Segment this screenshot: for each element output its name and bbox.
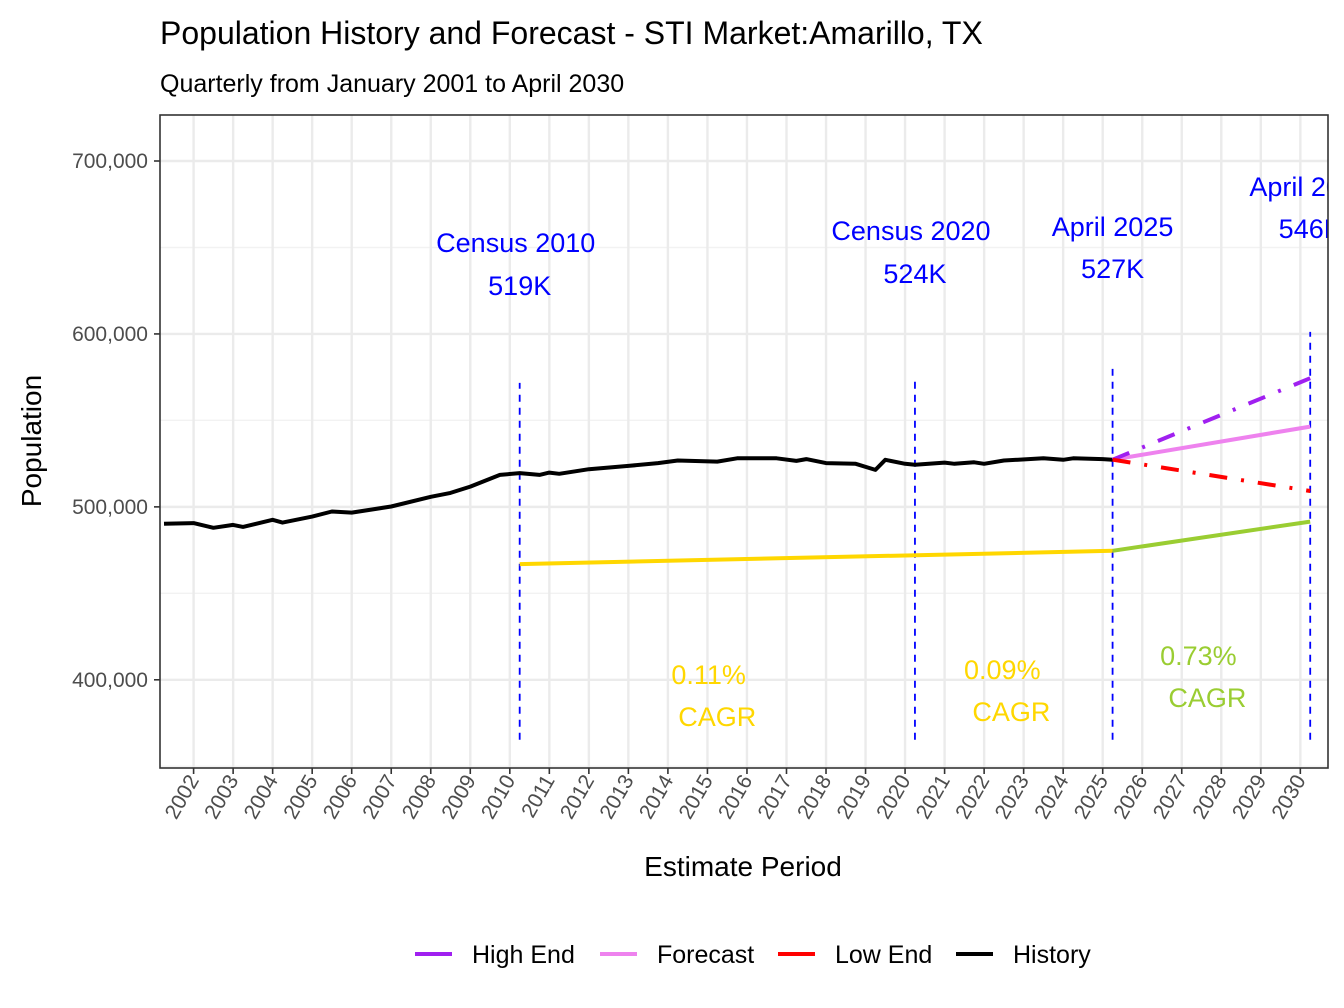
x-tick-label: 2012 bbox=[556, 771, 599, 823]
annotation-label: 0.09% bbox=[964, 655, 1041, 685]
x-tick-label: 2018 bbox=[793, 771, 836, 823]
annotation-label: 0.11% bbox=[671, 660, 746, 690]
annotation-label: CAGR bbox=[678, 702, 756, 732]
annotation-label: 524K bbox=[883, 259, 946, 289]
x-tick-label: 2022 bbox=[951, 771, 994, 823]
annotation-label: 519K bbox=[488, 271, 551, 301]
y-axis-title: Population bbox=[16, 375, 47, 507]
x-tick-label: 2017 bbox=[754, 771, 797, 823]
x-tick-label: 2028 bbox=[1188, 771, 1231, 823]
series-line-history bbox=[163, 456, 1113, 530]
x-tick-label: 2014 bbox=[635, 771, 678, 823]
y-tick-label: 400,000 bbox=[72, 669, 148, 692]
x-tick-label: 2003 bbox=[200, 771, 243, 823]
annotation-label: 527K bbox=[1081, 254, 1144, 284]
x-tick-label: 2026 bbox=[1109, 771, 1152, 823]
annotation-label: April 2030 bbox=[1249, 172, 1344, 202]
x-tick-label: 2011 bbox=[517, 771, 560, 822]
plot-border bbox=[159, 114, 1329, 769]
annotation-label: 546K bbox=[1279, 214, 1342, 244]
x-tick-label: 2013 bbox=[595, 771, 638, 823]
x-tick-label: 2004 bbox=[240, 771, 283, 823]
legend-label: Forecast bbox=[657, 941, 754, 969]
x-tick-label: 2027 bbox=[1149, 771, 1192, 823]
series-line-cagr-trend bbox=[1112, 519, 1311, 553]
x-tick-label: 2019 bbox=[833, 771, 876, 823]
series-line-high-end bbox=[1111, 376, 1311, 462]
annotation-label: CAGR bbox=[972, 697, 1050, 727]
x-tick-label: 2010 bbox=[477, 771, 520, 823]
annotation-label: Census 2020 bbox=[831, 216, 990, 246]
x-tick-label: 2016 bbox=[714, 771, 757, 823]
annotation-label: Census 2010 bbox=[436, 228, 595, 258]
x-tick-label: 2005 bbox=[279, 771, 322, 823]
x-tick-label: 2025 bbox=[1070, 771, 1113, 823]
y-tick-label: 500,000 bbox=[72, 496, 148, 519]
x-tick-label: 2030 bbox=[1267, 771, 1310, 823]
y-tick-label: 600,000 bbox=[72, 323, 148, 346]
x-tick-label: 2006 bbox=[319, 771, 362, 823]
annotation-label: April 2025 bbox=[1052, 212, 1174, 242]
series-line-cagr-trend bbox=[519, 548, 1113, 567]
x-tick-label: 2015 bbox=[674, 771, 717, 823]
legend: High End Forecast Low End History bbox=[415, 941, 1091, 969]
chart-title: Population History and Forecast - STI Ma… bbox=[160, 15, 983, 51]
legend-label: Low End bbox=[835, 941, 932, 969]
x-tick-label: 2007 bbox=[358, 771, 401, 823]
x-axis-title: Estimate Period bbox=[644, 851, 842, 882]
x-tick-label: 2023 bbox=[991, 771, 1034, 823]
x-tick-label: 2024 bbox=[1030, 771, 1073, 823]
y-tick-label: 700,000 bbox=[72, 150, 148, 173]
x-tick-label: 2008 bbox=[398, 771, 441, 823]
legend-label: High End bbox=[472, 941, 575, 969]
annotation-label: CAGR bbox=[1168, 683, 1246, 713]
annotation-label: 0.73% bbox=[1160, 641, 1237, 671]
plot-marks: Census 2010 519K Census 2020 524K April 2025… bbox=[163, 172, 1344, 740]
x-tick-label: 2002 bbox=[161, 771, 204, 823]
plot-panel bbox=[160, 115, 1328, 768]
series-line-forecast bbox=[1112, 424, 1311, 462]
gridlines bbox=[160, 115, 1328, 768]
legend-label: History bbox=[1013, 941, 1091, 969]
x-tick-label: 2009 bbox=[437, 771, 480, 823]
x-tick-label: 2021 bbox=[912, 771, 955, 823]
x-tick-label: 2029 bbox=[1228, 771, 1271, 823]
series-line-low-end bbox=[1112, 457, 1311, 493]
chart-subtitle: Quarterly from January 2001 to April 203… bbox=[160, 70, 624, 98]
x-tick-label: 2020 bbox=[872, 771, 915, 823]
